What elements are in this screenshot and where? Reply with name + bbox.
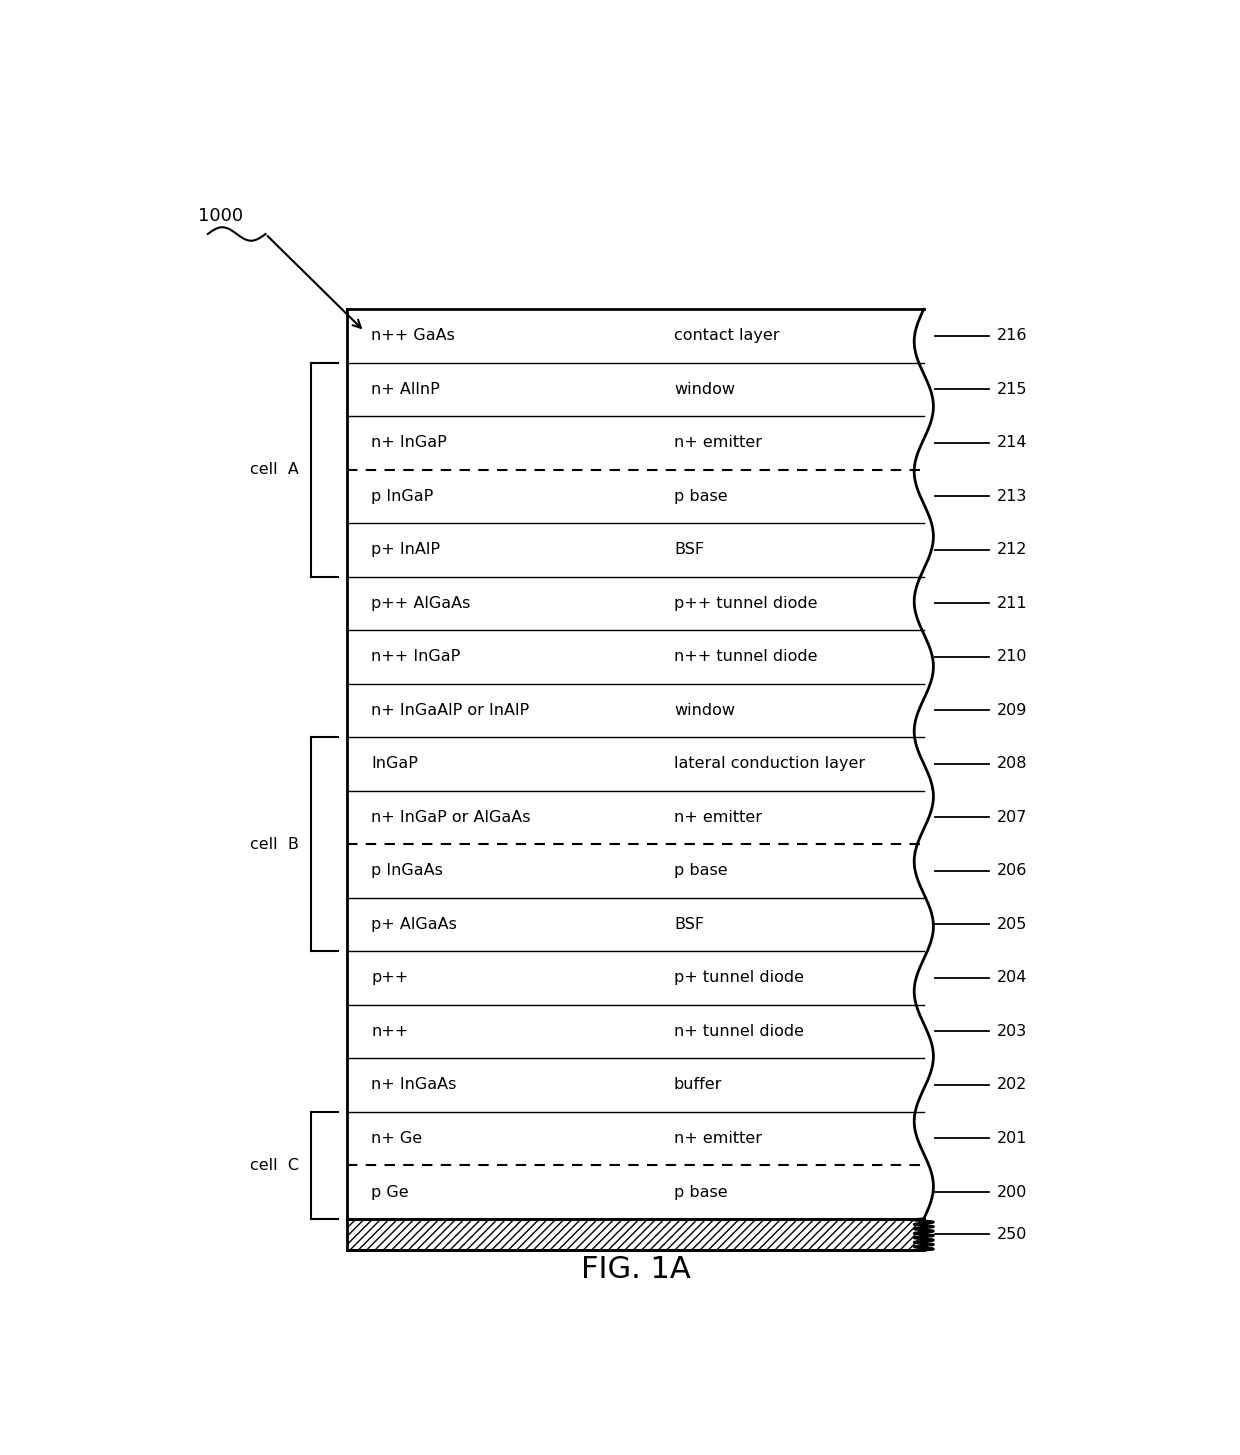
Text: 250: 250 <box>997 1227 1027 1243</box>
Text: p Ge: p Ge <box>371 1184 409 1199</box>
Text: window: window <box>675 381 735 397</box>
Text: cell  A: cell A <box>250 463 299 477</box>
Bar <box>347 1219 924 1250</box>
Text: n+ InGaP or AlGaAs: n+ InGaP or AlGaAs <box>371 810 531 825</box>
Text: cell  C: cell C <box>250 1158 299 1173</box>
Text: 216: 216 <box>997 329 1027 343</box>
Text: 209: 209 <box>997 703 1027 717</box>
Text: 1000: 1000 <box>198 207 243 226</box>
Text: p base: p base <box>675 863 728 879</box>
Text: 203: 203 <box>997 1024 1027 1039</box>
Text: 207: 207 <box>997 810 1027 825</box>
Text: p++ tunnel diode: p++ tunnel diode <box>675 597 817 611</box>
Text: n+ Ge: n+ Ge <box>371 1131 423 1147</box>
Text: cell  B: cell B <box>250 837 299 851</box>
Text: 211: 211 <box>997 597 1028 611</box>
Text: p base: p base <box>675 489 728 503</box>
Text: 201: 201 <box>997 1131 1027 1147</box>
Text: n+ InGaAlP or InAlP: n+ InGaAlP or InAlP <box>371 703 529 717</box>
Bar <box>347 1219 924 1250</box>
Text: p++: p++ <box>371 970 408 985</box>
Text: n++ GaAs: n++ GaAs <box>371 329 455 343</box>
Text: n+ emitter: n+ emitter <box>675 435 761 451</box>
Text: 213: 213 <box>997 489 1027 503</box>
Text: 206: 206 <box>997 863 1027 879</box>
Text: buffer: buffer <box>675 1078 723 1093</box>
Text: p InGaAs: p InGaAs <box>371 863 443 879</box>
Text: p+ AlGaAs: p+ AlGaAs <box>371 917 458 933</box>
Text: n+ AllnP: n+ AllnP <box>371 381 440 397</box>
Text: n+ InGaAs: n+ InGaAs <box>371 1078 456 1093</box>
Text: 212: 212 <box>997 543 1027 557</box>
Text: n++: n++ <box>371 1024 408 1039</box>
Text: window: window <box>675 703 735 717</box>
Text: lateral conduction layer: lateral conduction layer <box>675 757 866 771</box>
Text: BSF: BSF <box>675 543 704 557</box>
Text: n+ emitter: n+ emitter <box>675 1131 761 1147</box>
Text: n++ InGaP: n++ InGaP <box>371 649 460 665</box>
Text: contact layer: contact layer <box>675 329 780 343</box>
Text: 200: 200 <box>997 1184 1027 1199</box>
Text: n++ tunnel diode: n++ tunnel diode <box>675 649 817 665</box>
Text: p++ AlGaAs: p++ AlGaAs <box>371 597 471 611</box>
Text: n+ InGaP: n+ InGaP <box>371 435 446 451</box>
Text: 214: 214 <box>997 435 1027 451</box>
Text: 215: 215 <box>997 381 1027 397</box>
Text: p base: p base <box>675 1184 728 1199</box>
Text: p+ tunnel diode: p+ tunnel diode <box>675 970 804 985</box>
Text: 204: 204 <box>997 970 1027 985</box>
Text: InGaP: InGaP <box>371 757 418 771</box>
Text: BSF: BSF <box>675 917 704 933</box>
Text: p+ InAlP: p+ InAlP <box>371 543 440 557</box>
Text: FIG. 1A: FIG. 1A <box>580 1254 691 1283</box>
Text: 205: 205 <box>997 917 1027 933</box>
Text: 202: 202 <box>997 1078 1027 1093</box>
Text: n+ emitter: n+ emitter <box>675 810 761 825</box>
Text: 208: 208 <box>997 757 1027 771</box>
Text: 210: 210 <box>997 649 1027 665</box>
Text: p InGaP: p InGaP <box>371 489 434 503</box>
Text: n+ tunnel diode: n+ tunnel diode <box>675 1024 804 1039</box>
